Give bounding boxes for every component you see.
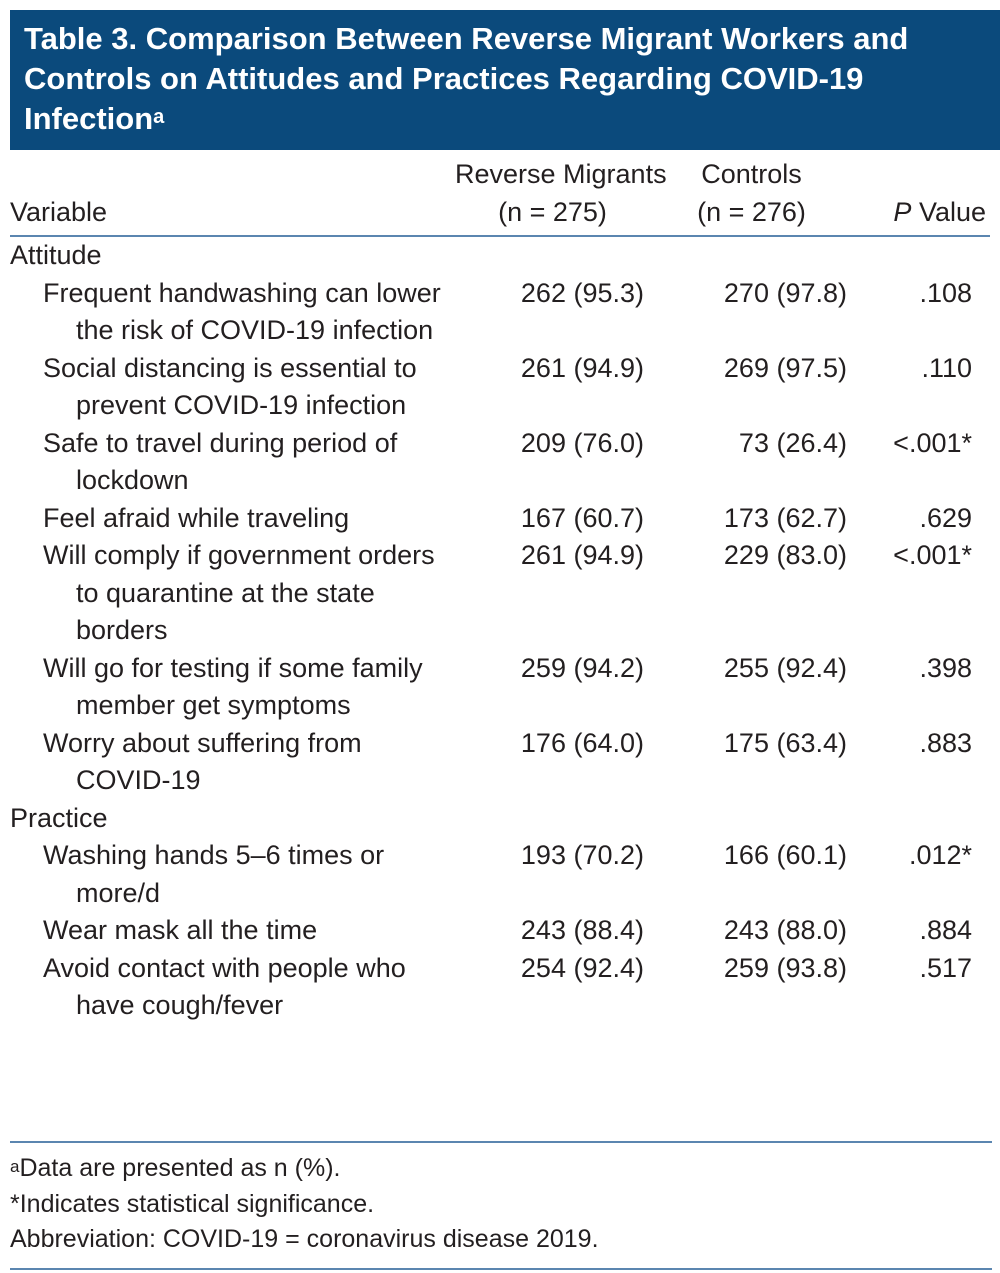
header-text: Value [918,196,986,227]
p-value: .517 [919,952,972,983]
header-migrants: Reverse Migrants (n = 275) [455,156,667,236]
header-text: P [893,196,912,227]
footnote: aData are presented as n (%). [10,1151,992,1187]
variable-label: Wear mask all the time [43,915,318,945]
controls-value: 269 (97.5) [723,352,847,383]
footnotes: aData are presented as n (%). *Indicates… [10,1141,992,1270]
controls-value: 243 (88.0) [723,915,847,945]
table-title: Table 3. Comparison Between Reverse Migr… [10,10,1000,150]
header-p-value: P Value [853,156,990,236]
p-value: .629 [919,502,972,533]
section-row: Practice [10,800,990,838]
migrants-value: 176 (64.0) [520,727,644,758]
variable-label: Washing hands 5–6 times or more/d [43,840,385,908]
data-row: Worry about suffering from COVID-19 176 (… [10,725,990,800]
title-text: Table 3. Comparison Between Reverse Migr… [24,21,909,136]
migrants-value: 262 (95.3) [520,277,644,308]
data-row: Safe to travel during period of lockdown… [10,425,990,500]
p-value: .883 [919,727,972,758]
footnote-text: Data are presented as n (%). [19,1154,341,1182]
section-label: Practice [10,802,108,833]
controls-value: 175 (63.4) [723,727,847,758]
data-row: Will go for testing if some family membe… [10,650,990,725]
migrants-value: 193 (70.2) [520,840,644,870]
migrants-value: 254 (92.4) [520,952,644,983]
variable-label: Worry about suffering from COVID-19 [43,727,362,796]
data-row: Social distancing is essential to preven… [10,350,990,425]
data-row: Wear mask all the time 243 (88.4) 243 (88.… [10,912,990,950]
variable-label: Will comply if government orders to quar… [43,540,435,645]
footnote: *Indicates statistical significance. [10,1189,375,1218]
controls-value: 166 (60.1) [723,840,847,870]
migrants-value: 209 (76.0) [520,427,644,458]
migrants-value: 261 (94.9) [520,352,644,383]
p-value: .398 [919,652,972,683]
variable-label: Feel afraid while traveling [43,502,350,533]
controls-value: 259 (93.8) [723,952,847,983]
variable-label: Frequent handwashing can lower the risk … [43,277,441,346]
p-value: .012* [908,840,972,870]
header-text: (n = 276) [697,196,806,227]
migrants-value: 259 (94.2) [520,652,644,683]
controls-value: 173 (62.7) [723,502,847,533]
p-value: .884 [919,915,972,945]
header-row: Variable Reverse Migrants (n = 275) Contr… [10,156,990,236]
table-header: Variable Reverse Migrants (n = 275) Contr… [10,156,990,236]
table-body: Attitude Frequent handwashing can lower t… [10,236,990,1029]
data-table: Variable Reverse Migrants (n = 275) Contr… [10,156,990,1029]
controls-value: 255 (92.4) [723,652,847,683]
section-row: Attitude [10,236,990,275]
data-row: Frequent handwashing can lower the risk … [10,275,990,350]
controls-value: 270 (97.8) [723,277,847,308]
variable-label: Will go for testing if some family membe… [43,652,423,721]
header-text: (n = 275) [498,196,607,227]
header-variable: Variable [10,196,108,227]
data-row: Washing hands 5–6 times or more/d 193 (70… [10,837,990,912]
header-text: Reverse Migrants [455,159,667,189]
p-value: <.001* [893,427,972,458]
p-value: <.001* [893,540,972,570]
footnote-mark: a [10,1157,20,1176]
header-controls: Controls (n = 276) [650,156,853,236]
p-value: .110 [921,352,972,383]
footnote: Abbreviation: COVID-19 = coronavirus dis… [10,1225,599,1253]
controls-value: 73 (26.4) [738,427,847,458]
variable-label: Safe to travel during period of lockdown [43,427,398,496]
title-footnote-mark: a [153,106,165,128]
data-row: Will comply if government orders to quar… [10,537,990,650]
migrants-value: 261 (94.9) [520,540,644,570]
variable-label: Social distancing is essential to preven… [43,352,417,421]
migrants-value: 243 (88.4) [520,915,644,945]
p-value: .108 [919,277,972,308]
section-label: Attitude [10,240,102,270]
migrants-value: 167 (60.7) [520,502,644,533]
data-row: Avoid contact with people who have cough… [10,950,990,1029]
data-row: Feel afraid while traveling 167 (60.7) 173… [10,500,990,538]
controls-value: 229 (83.0) [723,540,847,570]
variable-label: Avoid contact with people who have cough… [43,952,406,1021]
header-text: Controls [701,159,802,189]
